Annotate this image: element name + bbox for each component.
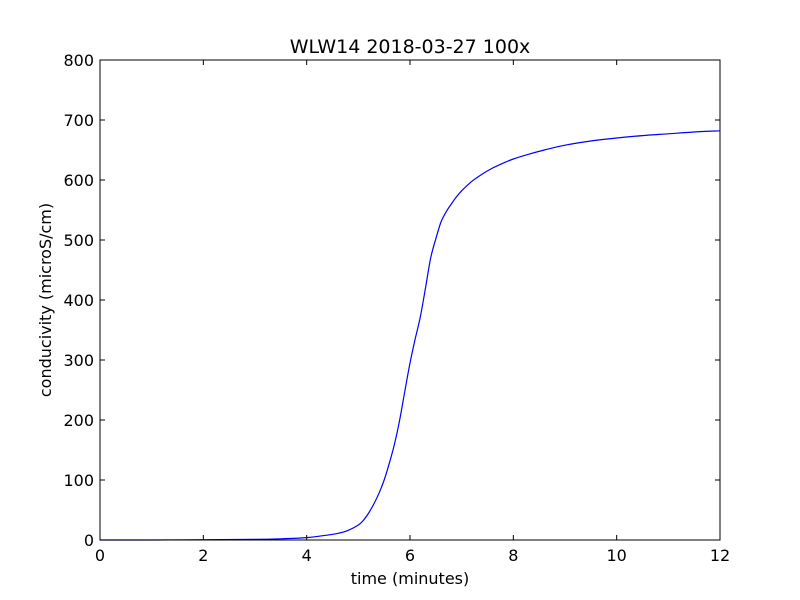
y-tick-label: 800 (63, 51, 94, 70)
x-tick-label: 12 (710, 546, 730, 565)
y-tick-label: 300 (63, 351, 94, 370)
y-tick-label: 100 (63, 471, 94, 490)
y-tick-label: 700 (63, 111, 94, 130)
x-tick-label: 8 (508, 546, 518, 565)
ticks-layer: 0 2 4 6 8 10 12 0 100 200 300 400 500 600 700 800 (63, 51, 730, 565)
x-tick-label: 4 (302, 546, 312, 565)
x-tick-label: 10 (606, 546, 626, 565)
x-tick-label: 2 (198, 546, 208, 565)
y-tick-label: 500 (63, 231, 94, 250)
chart-title: WLW14 2018-03-27 100x (290, 36, 531, 58)
series-layer (99, 130, 721, 541)
x-tick-label: 0 (95, 546, 105, 565)
conductivity-series-line (99, 130, 721, 541)
y-tick-label: 400 (63, 291, 94, 310)
y-tick-label: 200 (63, 411, 94, 430)
plot-frame (99, 59, 721, 541)
y-axis-label: conducivity (microS/cm) (36, 203, 55, 397)
y-tick-label: 600 (63, 171, 94, 190)
x-tick-label: 6 (405, 546, 415, 565)
y-tick-label: 0 (84, 531, 94, 550)
x-axis-label: time (minutes) (351, 569, 469, 588)
